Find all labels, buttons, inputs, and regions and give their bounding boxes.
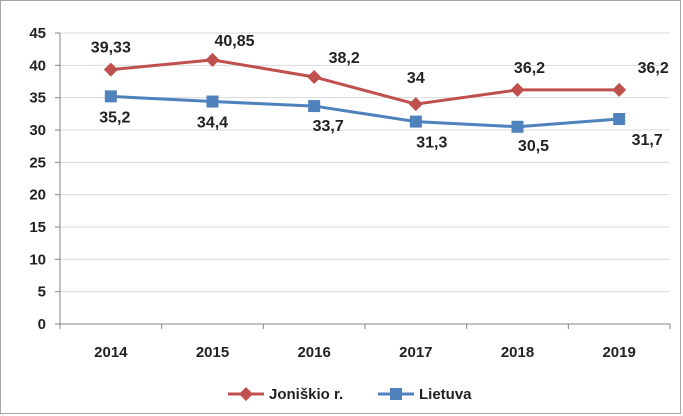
y-tick-label: 10 [29,251,46,268]
data-point [104,90,117,103]
data-point [103,62,118,77]
y-tick-label: 20 [29,187,46,204]
x-tick-label: 2019 [602,344,635,361]
y-tick-label: 0 [38,316,46,333]
y-tick-label: 35 [29,90,46,107]
data-label: 30,5 [518,138,549,155]
data-point [308,100,321,113]
data-point [510,82,525,97]
data-label: 31,3 [416,135,447,152]
data-labels: 39,33 40,85 38,2 34 36,2 36,2 35,2 34,4 33,7 31,3… [91,33,669,155]
x-tick-label: 2014 [94,344,128,361]
series-line-0 [110,58,620,106]
data-point [612,82,627,97]
data-label: 36,2 [638,60,669,77]
y-tick-label: 25 [29,154,46,171]
data-point [409,115,422,128]
x-tick-label: 2016 [297,344,330,361]
data-point [307,69,322,84]
legend-marker [390,388,402,400]
data-point [511,120,524,133]
x-axis-tick-labels: 2014 2015 2016 2017 2018 2019 [94,344,636,361]
data-label: 34 [407,70,425,87]
legend-marker [239,387,253,401]
y-tick-label: 5 [38,284,46,301]
data-label: 40,85 [214,33,254,50]
y-tick-label: 45 [29,25,46,42]
data-label: 39,33 [91,40,131,57]
data-point [206,95,219,108]
legend-label: Joniškio r. [269,386,343,403]
series-group [103,52,627,133]
data-point [613,113,626,126]
legend-label: Lietuva [419,386,472,403]
data-point [408,97,423,112]
axes [55,32,671,329]
y-axis-tick-labels: 0 5 10 15 20 25 30 35 40 45 [29,25,46,333]
data-label: 35,2 [99,109,130,126]
x-tick-label: 2015 [196,344,229,361]
data-label: 31,7 [632,132,663,149]
x-tick-label: 2018 [501,344,534,361]
data-label: 34,4 [197,115,228,132]
y-tick-label: 40 [29,57,46,74]
series-line-1 [110,94,620,129]
x-tick-label: 2017 [399,344,432,361]
data-label: 36,2 [514,60,545,77]
data-point [205,52,220,67]
data-label: 33,7 [313,118,344,135]
data-label: 38,2 [329,50,360,67]
y-tick-label: 15 [29,219,46,236]
y-tick-label: 30 [29,122,46,139]
gridlines [60,32,670,293]
legend: Joniškio r. Lietuva [228,386,472,403]
